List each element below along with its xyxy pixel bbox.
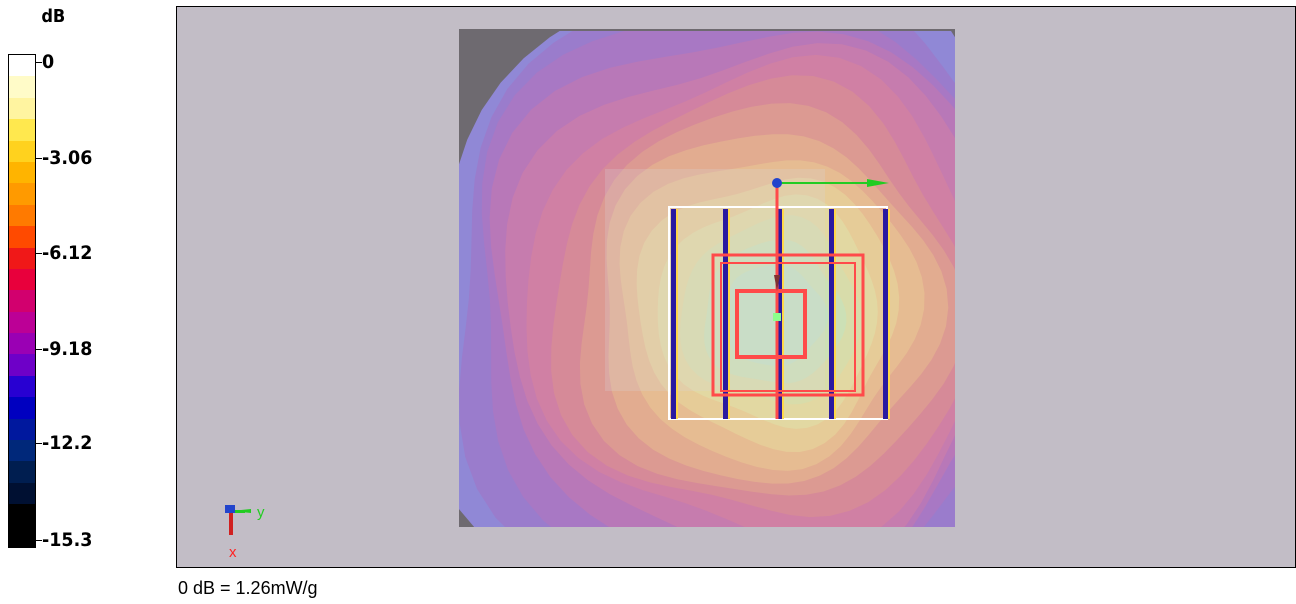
inner-coil [735, 289, 807, 359]
color-scale-bar [8, 54, 36, 548]
axes-gizmo: y x [225, 504, 265, 561]
probe-y-arrowhead [867, 179, 889, 187]
legend-tick-label: -15.3 [42, 529, 93, 551]
legend-tick-mark [36, 348, 42, 350]
color-swatch [9, 482, 35, 505]
legend-tick-mark [36, 253, 42, 255]
color-swatch [9, 418, 35, 441]
legend-tick-mark [36, 540, 42, 541]
color-swatch [9, 97, 35, 120]
y-axis-label: y [257, 504, 265, 521]
color-swatch [9, 311, 35, 334]
color-swatch [9, 333, 35, 355]
color-swatch [9, 204, 35, 227]
antenna-device [668, 183, 890, 420]
3d-viewport[interactable]: y x [176, 6, 1296, 568]
legend-tick-label: 0 [42, 51, 55, 73]
color-swatch [9, 55, 35, 77]
color-swatch [9, 76, 35, 98]
antenna-strip-edge [728, 209, 730, 419]
color-swatch [9, 183, 35, 205]
color-swatch [9, 161, 35, 184]
legend-tick-mark [36, 157, 42, 159]
color-swatch [9, 354, 35, 376]
color-swatch [9, 226, 35, 248]
probe-x-arrowhead [774, 275, 780, 291]
x-axis-line [229, 511, 233, 535]
probe-axes [772, 178, 889, 291]
color-swatch [9, 140, 35, 162]
antenna-strip-edge [834, 209, 836, 419]
probe-origin [772, 178, 782, 188]
y-axis-line [231, 510, 245, 513]
legend-tick-label: -6.12 [42, 242, 93, 265]
color-swatch [9, 247, 35, 269]
outer-coil [711, 253, 865, 397]
color-swatch [9, 397, 35, 419]
legend-unit-label: dB [41, 6, 66, 27]
antenna-strip-edge [676, 209, 678, 419]
reference-level-note: 0 dB = 1.26mW/g [178, 578, 318, 598]
feed-point [773, 313, 781, 321]
antenna-strip-edge [782, 209, 784, 419]
antenna-strip [723, 209, 728, 419]
color-swatch [9, 119, 35, 141]
color-swatch [9, 268, 35, 291]
antenna-strip [671, 209, 676, 419]
color-swatch [9, 504, 35, 526]
legend-tick-mark [36, 443, 42, 445]
color-swatch [9, 290, 35, 312]
legend-tick-label: -3.06 [42, 146, 93, 169]
color-swatch [9, 440, 35, 462]
z-axis-marker [225, 505, 235, 513]
outer-coil-inner [720, 262, 856, 392]
x-axis-label: x [229, 544, 237, 561]
antenna-strip [829, 209, 834, 419]
antenna-strip [883, 209, 888, 419]
color-swatch [9, 461, 35, 483]
color-swatch [9, 525, 35, 547]
legend-tick-label: -12.2 [42, 432, 93, 455]
legend-tick-label: -9.18 [42, 337, 93, 360]
legend-tick-mark [36, 62, 42, 63]
antenna-strip-edge [888, 209, 890, 419]
color-swatch [9, 375, 35, 398]
sar-distribution-canvas [459, 29, 955, 527]
